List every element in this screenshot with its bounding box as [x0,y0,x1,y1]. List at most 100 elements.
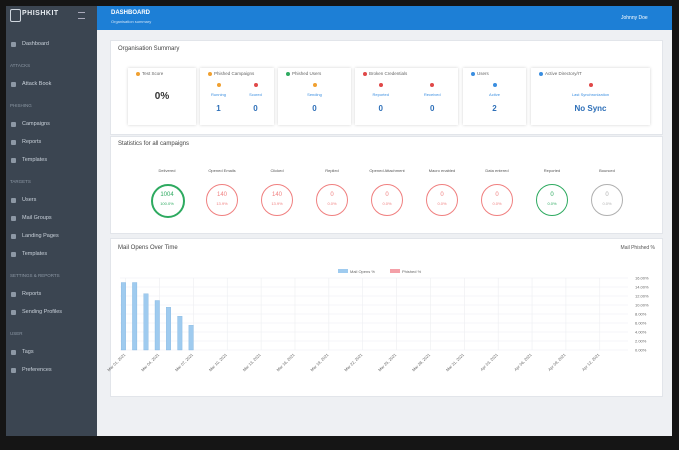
stat-percent: 0.0% [492,201,502,206]
stat-label: Replied [325,168,339,173]
bar [166,307,171,351]
stat-ring [536,184,568,216]
stat-percent: 0.0% [437,201,447,206]
sidebar-icon [11,234,16,239]
y-tick-label: 14.00% [635,285,649,290]
sub-label: Active [489,92,500,97]
menu-toggle [78,12,85,19]
legend-label: Phished % [402,269,422,274]
logo-icon [10,9,21,22]
card-icon [363,72,367,76]
stat-ring [371,184,403,216]
stat-percent: 13.9% [216,201,228,206]
x-tick-label: Mar 01, 2021 [106,352,127,373]
stat-ring [261,184,293,216]
stat-percent: 100.0% [160,201,174,206]
y-tick-label: 4.00% [635,330,647,335]
sidebar-item[interactable]: Campaigns [22,121,50,127]
sidebar-icon [11,252,16,257]
stat-percent: 0.0% [547,201,557,206]
y-tick-label: 12.00% [635,294,649,299]
sidebar-item[interactable]: Mail Groups [22,215,52,221]
sub-icon [588,83,593,87]
chart-panel [110,238,663,397]
stat-percent: 0.0% [382,201,392,206]
card-icon [539,72,543,76]
stat-value: 140 [216,192,227,198]
sub-label: Received [423,92,441,97]
summary-card [355,68,458,125]
sidebar-item[interactable]: Reports [22,139,42,145]
sub-value: 2 [492,104,497,113]
chart-toggle: Mail Phished % [621,245,656,251]
x-tick-label: Mar 13, 2021 [242,352,263,373]
stat-label: Clicked [270,168,284,173]
sidebar-item[interactable]: Landing Pages [22,233,59,239]
summary-card [200,68,274,125]
summary-card [531,68,650,125]
bar [120,282,126,351]
stat-ring [206,184,238,216]
sidebar-item[interactable]: Sending Profiles [22,309,63,315]
panel-title: Organisation Summary [118,46,180,52]
x-tick-label: Apr 12, 2021 [581,352,601,372]
x-tick-label: Mar 22, 2021 [343,352,364,373]
stat-label: Bounced [599,168,615,173]
stat-label: Reported [543,168,561,173]
x-tick-label: Apr 09, 2021 [547,352,567,372]
sidebar-icon [11,122,16,127]
y-tick-label: 10.00% [635,303,649,308]
card-icon [286,72,290,76]
sidebar-item[interactable]: Dashboard [22,41,49,47]
sidebar-item[interactable]: Reports [22,291,42,297]
sub-value: 0 [312,104,317,113]
stat-percent: 13.9% [271,201,283,206]
y-tick-label: 8.00% [635,312,647,317]
stat-label: Data entered [485,168,509,173]
bar [143,293,149,351]
sub-icon [216,83,221,87]
sidebar-item[interactable]: Users [22,197,37,203]
x-tick-label: Mar 16, 2021 [275,352,296,373]
x-tick-label: Apr 03, 2021 [479,352,499,372]
stat-percent: 0.0% [327,201,337,206]
logo: PHISHKIT [22,10,59,17]
sub-value: No Sync [574,104,607,113]
sidebar-item[interactable]: Tags [22,349,34,355]
y-tick-label: 2.00% [635,339,647,344]
panel-title: Statistics for all campaigns [118,141,190,147]
card-icon [471,72,475,76]
x-tick-label: Mar 31, 2021 [445,352,466,373]
sidebar-item[interactable]: Templates [22,251,48,257]
card-title: Phished Campaigns [214,71,255,76]
sub-value: 0 [253,104,258,113]
sub-icon [378,83,383,87]
summary-card [128,68,196,125]
user-menu[interactable]: Johnny Doe [621,15,648,21]
bar [154,300,160,351]
sidebar-item[interactable]: Templates [22,157,48,163]
y-tick-label: 16.00% [635,276,649,281]
stat-value: 0 [330,192,334,198]
sub-icon [430,83,435,87]
sidebar-icon [11,42,16,47]
stat-label: Opened Emails [208,168,236,173]
sidebar-item[interactable]: Attack Book [22,81,52,87]
sidebar-item[interactable]: Preferences [22,367,52,373]
sub-value: 0 [430,104,435,113]
summary-card [278,68,351,125]
sub-label: Running [211,92,226,97]
sub-label: Sending [307,92,322,97]
stat-percent: 0.0% [602,201,612,206]
bar [177,316,183,351]
legend-label: Mail Opens % [350,269,375,274]
sub-icon [312,83,317,87]
sidebar [6,6,97,436]
stat-ring [591,184,623,216]
sidebar-icon [11,292,16,297]
sub-icon [492,83,497,87]
chart-title: Mail Opens Over Time [118,245,178,251]
x-tick-label: Mar 25, 2021 [377,352,398,373]
sub-label: Reported [372,92,389,97]
sidebar-heading: TARGETS [10,179,31,184]
